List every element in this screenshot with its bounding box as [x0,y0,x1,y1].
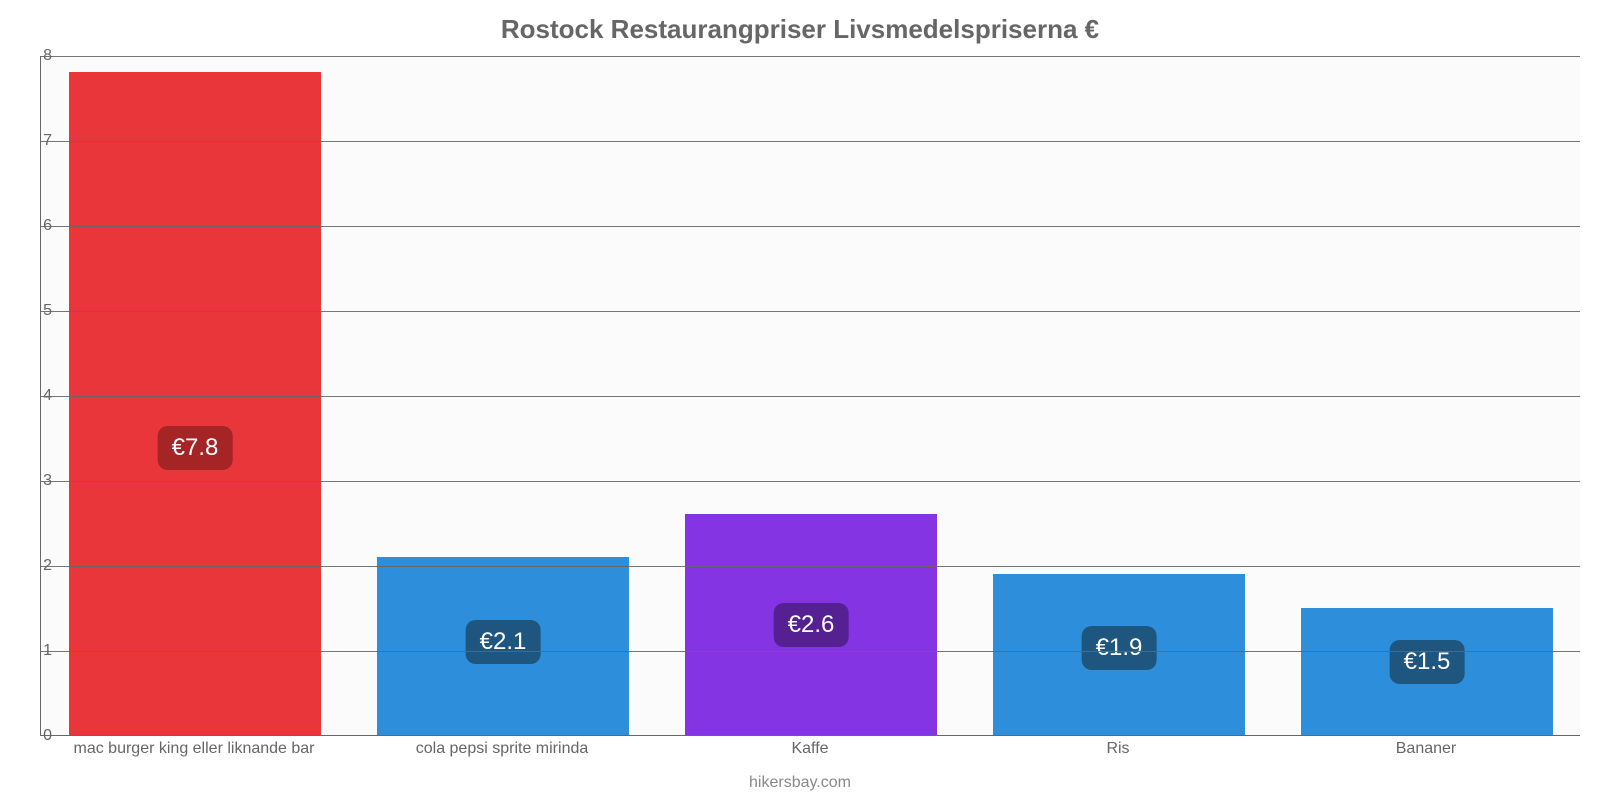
bar-value-label: €2.1 [466,620,541,664]
x-tick-label: mac burger king eller liknande bar [73,740,314,758]
bar-value-label: €2.6 [774,603,849,647]
bar: €2.6 [685,514,938,735]
grid-line [41,311,1580,312]
bar: €1.9 [993,574,1246,736]
grid-line [41,481,1580,482]
grid-line [41,396,1580,397]
y-tick-label: 2 [12,557,52,575]
bar: €2.1 [377,557,630,736]
y-tick-label: 4 [12,387,52,405]
attribution-text: hikersbay.com [0,774,1600,792]
grid-line [41,226,1580,227]
y-tick-label: 3 [12,472,52,490]
y-tick-label: 5 [12,302,52,320]
y-tick-label: 7 [12,132,52,150]
y-tick-label: 6 [12,217,52,235]
bar-value-label: €1.9 [1082,626,1157,670]
chart-title: Rostock Restaurangpriser Livsmedelsprise… [0,0,1600,45]
y-tick-label: 0 [12,727,52,745]
plot-area: €7.8 €2.1 €2.6 €1.9 €1.5 [40,56,1580,736]
grid-line [41,566,1580,567]
bar-value-label: €7.8 [158,426,233,470]
bar-value-label: €1.5 [1390,640,1465,684]
bar: €7.8 [69,72,322,735]
y-tick-label: 1 [12,642,52,660]
grid-line [41,56,1580,57]
grid-line [41,141,1580,142]
price-bar-chart: Rostock Restaurangpriser Livsmedelsprise… [0,0,1600,800]
x-tick-label: Bananer [1396,740,1457,758]
grid-line [41,651,1580,652]
y-tick-label: 8 [12,47,52,65]
x-tick-label: Ris [1106,740,1129,758]
bar: €1.5 [1301,608,1554,736]
x-tick-label: Kaffe [791,740,828,758]
x-tick-label: cola pepsi sprite mirinda [416,740,589,758]
